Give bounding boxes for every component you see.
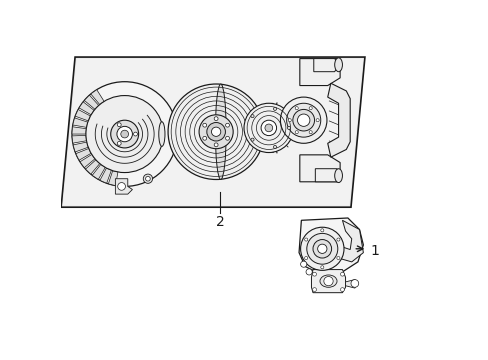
Polygon shape [72,127,86,134]
Circle shape [315,119,319,122]
Circle shape [312,272,316,276]
Polygon shape [100,168,111,183]
Circle shape [117,126,132,142]
Circle shape [308,131,311,134]
Polygon shape [311,270,345,293]
Polygon shape [85,160,100,174]
Circle shape [280,97,326,143]
Polygon shape [84,95,99,109]
Ellipse shape [215,84,226,180]
Polygon shape [73,142,88,152]
Polygon shape [345,280,357,288]
Circle shape [300,227,343,270]
Circle shape [292,109,314,131]
Polygon shape [299,218,363,274]
Circle shape [225,123,229,127]
Polygon shape [75,109,90,121]
Circle shape [273,107,276,111]
Text: 2: 2 [215,215,224,229]
Polygon shape [299,155,340,182]
Polygon shape [62,59,363,206]
Polygon shape [315,169,338,182]
Circle shape [340,272,344,276]
Circle shape [286,103,320,137]
Circle shape [295,107,298,110]
Polygon shape [299,59,340,86]
Circle shape [214,117,218,121]
Polygon shape [73,118,88,127]
Circle shape [273,145,276,148]
Circle shape [317,244,326,253]
Polygon shape [61,57,364,207]
Circle shape [244,103,293,153]
Circle shape [264,124,272,132]
Circle shape [336,256,339,260]
Polygon shape [340,220,363,262]
Polygon shape [313,59,338,72]
Text: 1: 1 [369,244,379,258]
Circle shape [121,130,128,138]
Circle shape [145,176,150,181]
Circle shape [261,120,276,136]
Polygon shape [92,165,105,179]
Circle shape [306,233,337,264]
Circle shape [133,132,137,136]
Circle shape [287,119,291,122]
Circle shape [110,120,138,148]
Circle shape [143,174,152,183]
Circle shape [199,115,233,149]
Circle shape [118,183,125,190]
Circle shape [168,84,264,180]
Polygon shape [72,135,86,143]
Ellipse shape [319,275,336,287]
Circle shape [304,256,307,260]
Circle shape [323,276,332,286]
Circle shape [86,95,163,172]
Polygon shape [80,154,95,168]
Ellipse shape [334,169,342,183]
Circle shape [225,136,229,140]
Polygon shape [79,102,94,115]
Circle shape [350,280,358,287]
Ellipse shape [159,122,164,147]
Circle shape [297,114,309,126]
Circle shape [304,238,307,241]
Circle shape [72,82,177,186]
Circle shape [340,288,344,292]
Circle shape [214,143,218,147]
Polygon shape [327,83,349,157]
Circle shape [250,114,254,118]
Circle shape [320,266,323,269]
Polygon shape [108,171,118,186]
Circle shape [250,138,254,141]
Circle shape [320,229,323,232]
Circle shape [206,122,225,141]
Circle shape [305,269,311,275]
Circle shape [211,127,220,136]
Polygon shape [76,148,91,160]
Circle shape [308,107,311,110]
Circle shape [312,239,331,258]
Circle shape [203,123,206,127]
Circle shape [336,238,339,241]
Circle shape [287,126,290,130]
Circle shape [295,131,298,134]
Polygon shape [115,179,132,194]
Ellipse shape [267,103,277,153]
Ellipse shape [334,58,342,72]
Circle shape [203,136,206,140]
Polygon shape [91,90,104,104]
Circle shape [312,288,316,292]
Circle shape [300,261,306,267]
Circle shape [117,141,121,145]
Circle shape [117,123,121,127]
